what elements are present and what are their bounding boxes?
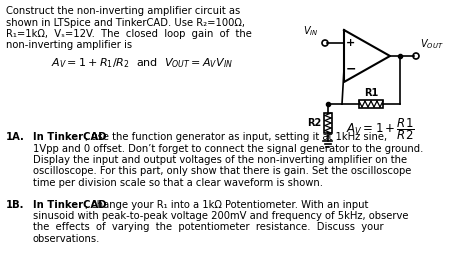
- Text: Display the input and output voltages of the non-inverting amplifier on the: Display the input and output voltages of…: [33, 155, 407, 165]
- Text: R2: R2: [307, 118, 321, 128]
- Text: the  effects  of  varying  the  potentiometer  resistance.  Discuss  your: the effects of varying the potentiometer…: [33, 222, 383, 233]
- Text: R1: R1: [364, 88, 378, 98]
- Text: −: −: [346, 62, 356, 76]
- Text: $A_V = 1 + R_1/R_2$  and  $V_{OUT} = A_V V_{IN}$: $A_V = 1 + R_1/R_2$ and $V_{OUT} = A_V V…: [51, 56, 233, 70]
- Text: R₁=1kΩ,  Vₛ=12V.  The  closed  loop  gain  of  the: R₁=1kΩ, Vₛ=12V. The closed loop gain of …: [6, 29, 252, 39]
- Text: In TinkerCAD: In TinkerCAD: [33, 132, 107, 142]
- Text: non-inverting amplifier is: non-inverting amplifier is: [6, 41, 132, 50]
- Text: , change your R₁ into a 1kΩ Potentiometer. With an input: , change your R₁ into a 1kΩ Potentiomete…: [85, 199, 368, 210]
- Text: $V_{OUT}$: $V_{OUT}$: [420, 37, 444, 51]
- Text: Construct the non-inverting amplifier circuit as: Construct the non-inverting amplifier ci…: [6, 6, 240, 16]
- Bar: [359, 100, 383, 108]
- Text: +: +: [346, 38, 356, 48]
- Text: oscilloscope. For this part, only show that there is gain. Set the oscilloscope: oscilloscope. For this part, only show t…: [33, 167, 411, 176]
- Text: shown in LTSpice and TinkerCAD. Use R₂=100Ω,: shown in LTSpice and TinkerCAD. Use R₂=1…: [6, 18, 245, 27]
- Text: observations.: observations.: [33, 234, 100, 244]
- Text: , use the function generator as input, setting it at 1kHz sine,: , use the function generator as input, s…: [85, 132, 387, 142]
- Text: time per division scale so that a clear waveform is shown.: time per division scale so that a clear …: [33, 178, 323, 188]
- Text: 1B.: 1B.: [6, 199, 25, 210]
- Text: sinusoid with peak-to-peak voltage 200mV and frequency of 5kHz, observe: sinusoid with peak-to-peak voltage 200mV…: [33, 211, 409, 221]
- Text: 1Vpp and 0 offset. Don’t forget to connect the signal generator to the ground.: 1Vpp and 0 offset. Don’t forget to conne…: [33, 144, 423, 153]
- Text: $A_V = 1+\dfrac{R1}{R2}$: $A_V = 1+\dfrac{R1}{R2}$: [346, 116, 415, 142]
- Text: $V_{IN}$: $V_{IN}$: [303, 24, 319, 38]
- Text: In TinkerCAD: In TinkerCAD: [33, 199, 107, 210]
- Bar: [324, 113, 332, 133]
- Text: 1A.: 1A.: [6, 132, 25, 142]
